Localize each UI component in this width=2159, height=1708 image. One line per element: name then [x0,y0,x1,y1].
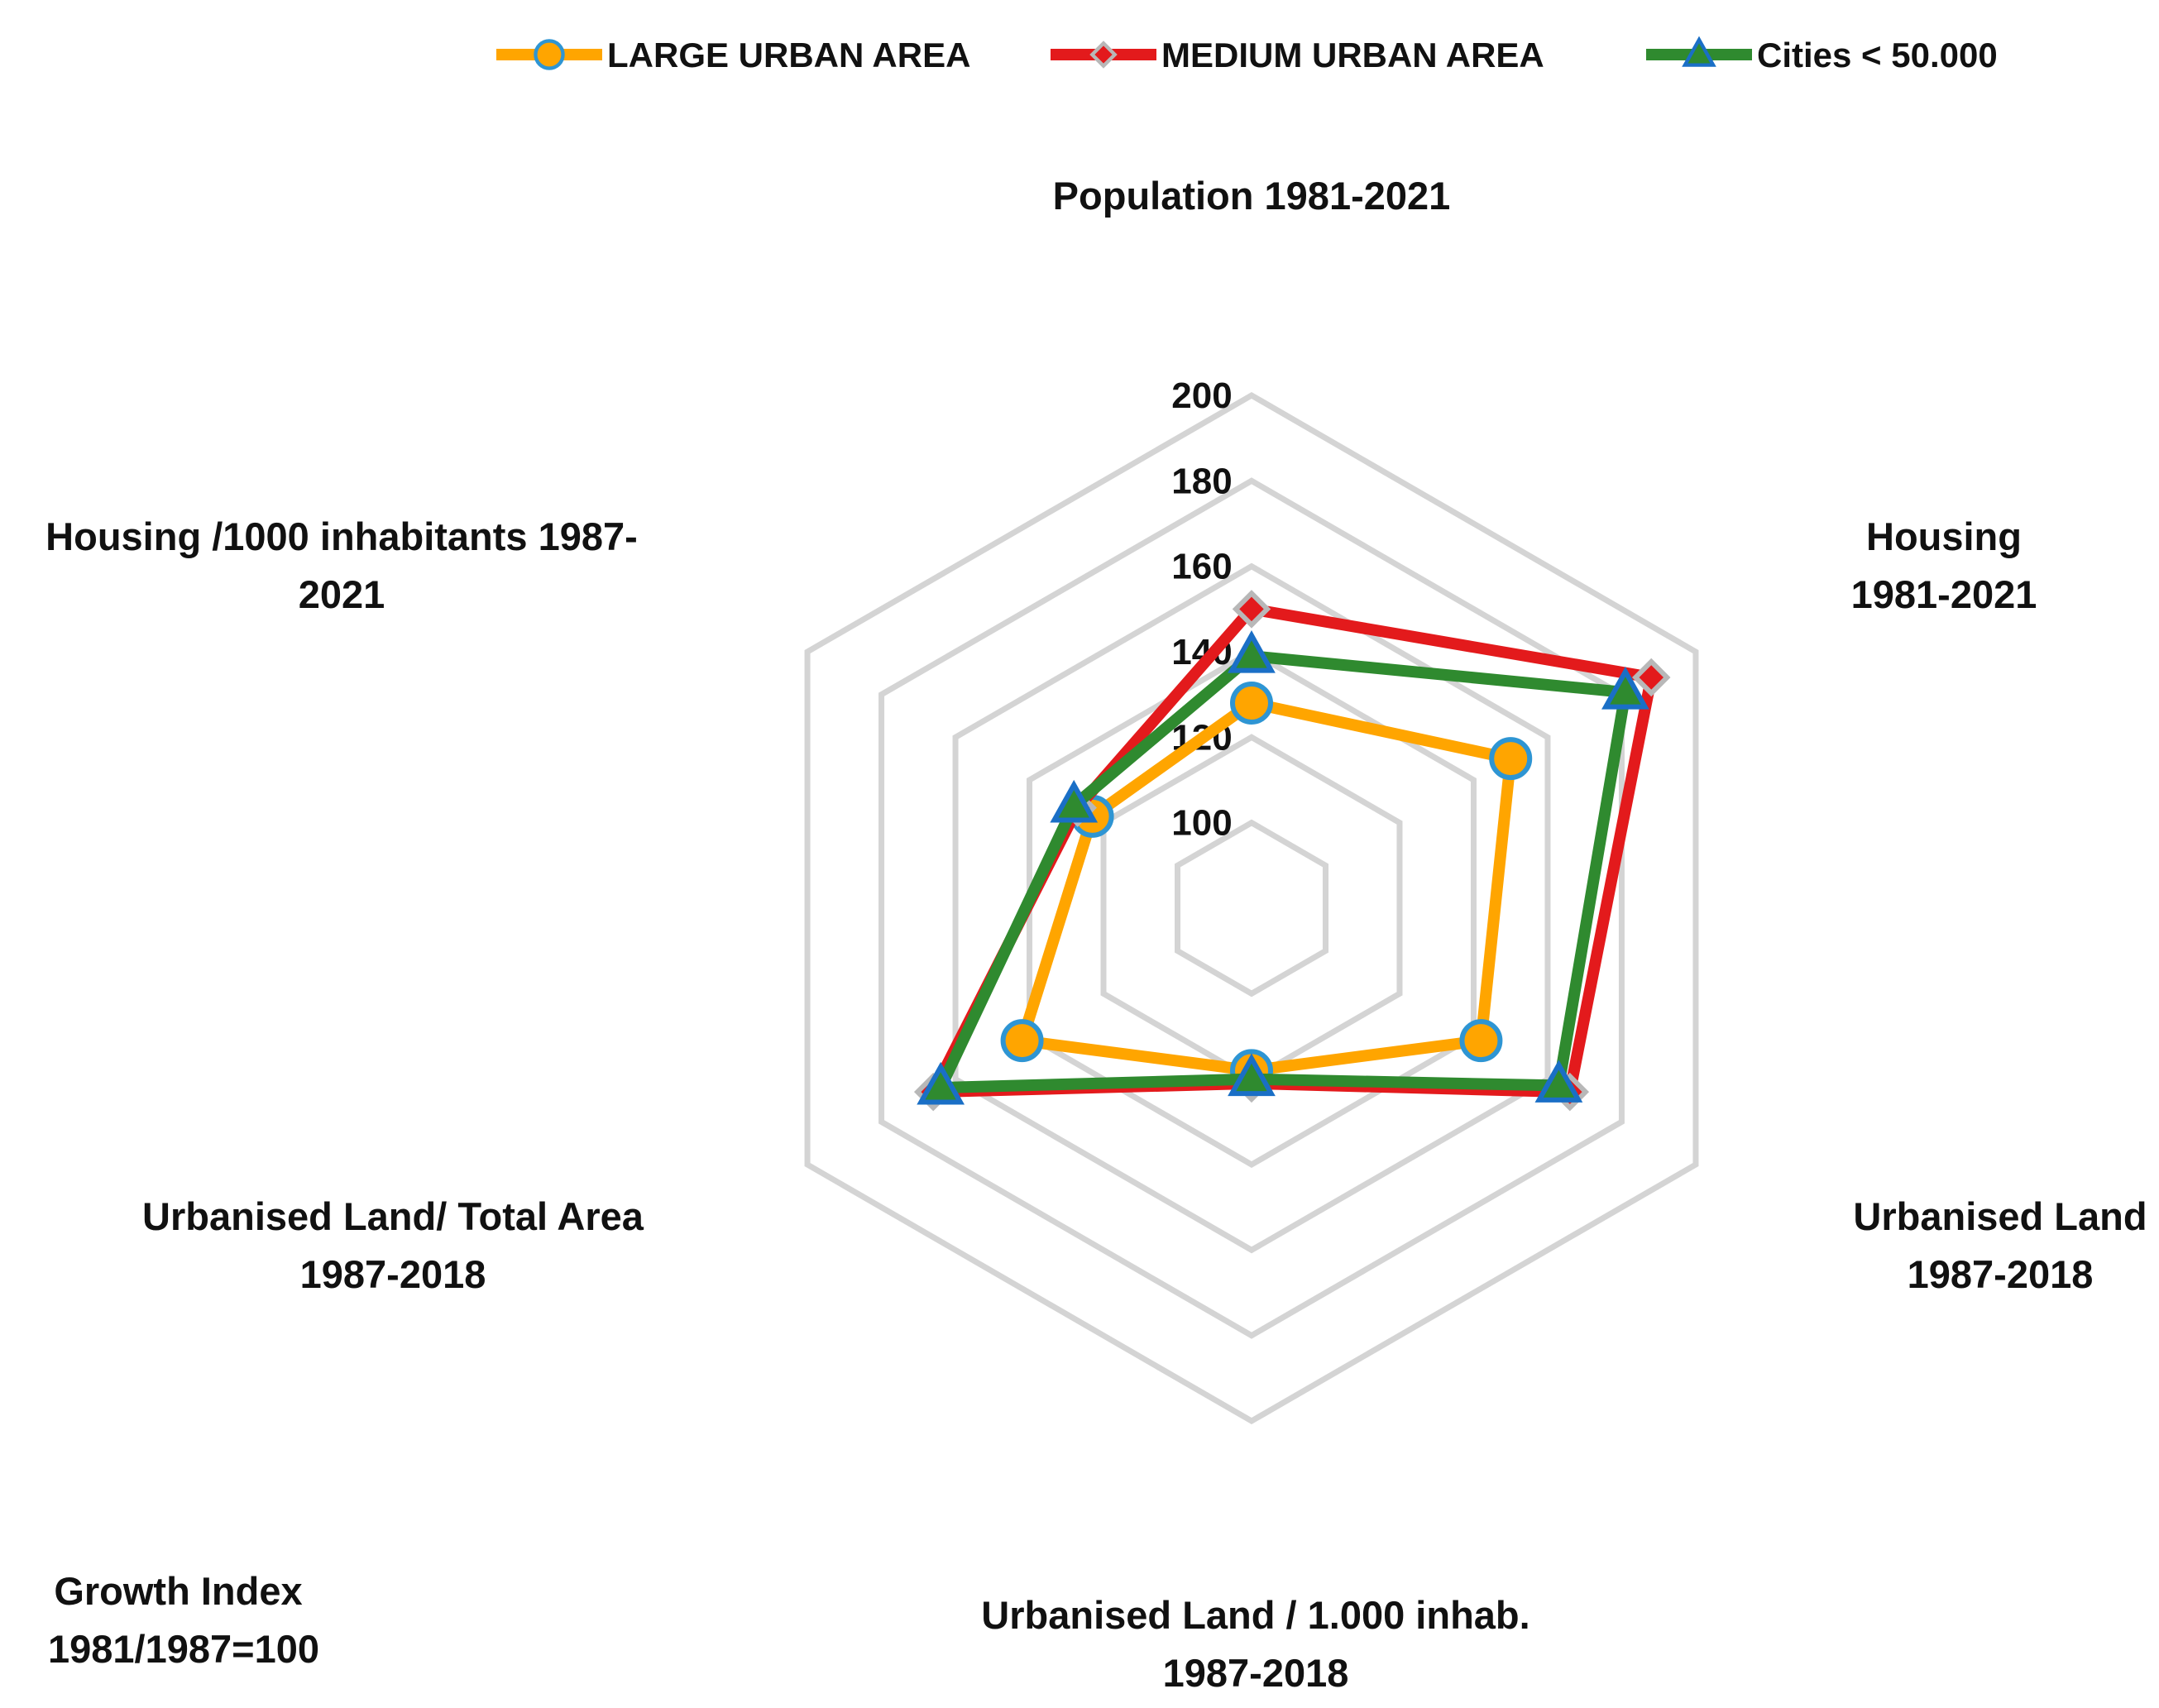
axis-label: Urbanised Land/ Total Area 1987-2018 [142,1194,644,1296]
data-point [1228,1053,1276,1097]
data-point [1601,666,1649,710]
tick-label: 160 [1171,547,1232,587]
axis-label-line: Urbanised Land/ Total Area [142,1194,644,1238]
legend-item: Cities < 50.000 [1646,36,1998,74]
note-line: 1981/1987=100 [48,1627,319,1671]
data-point [1230,682,1273,725]
data-series [913,590,1671,1112]
data-point [1459,1019,1503,1063]
axis-label-line: 1987-2018 [1908,1252,2094,1296]
axis-labels: Population 1981-2021 Housing 1981-2021 Urba… [45,174,2147,1695]
data-point [1534,1060,1583,1103]
axis-label-line: 1987-2018 [300,1252,486,1296]
axis-label: Urbanised Land 1987-2018 [1853,1194,2147,1296]
grid-ring [952,562,1551,1254]
axis-label: Housing /1000 inhabitants 1987- 2021 [45,514,638,616]
grid-ring [1027,648,1477,1169]
axis-label-line: 1987-2018 [1163,1651,1349,1695]
axis-label-line: Urbanised Land / 1.000 inhab. [981,1593,1529,1637]
data-point [1050,779,1099,823]
growth-index-note: Growth Index 1981/1987=100 [48,1569,319,1671]
legend-item: LARGE URBAN AREA [496,36,970,74]
grid-ring [1175,819,1328,998]
data-point [534,39,565,70]
data-point [1631,658,1671,697]
grid-ring [1100,734,1403,1083]
axis-label-line: Urbanised Land [1853,1194,2147,1238]
data-point [1228,630,1276,673]
data-point [1000,1019,1044,1063]
data-point [1089,41,1118,69]
legend-label: MEDIUM URBAN AREA [1161,36,1544,74]
tick-label: 200 [1171,376,1232,416]
data-point [917,1061,965,1105]
data-point [1489,737,1533,781]
grid-ring [804,391,1699,1425]
axis-label: Housing 1981-2021 [1851,514,2037,616]
series-2 [917,630,1649,1105]
axis-label: Urbanised Land / 1.000 inhab. 1987-2018 [981,1593,1529,1695]
axis-label-line: 2021 [299,572,385,616]
axis-label-line: 1981-2021 [1851,572,2037,616]
data-point [1232,590,1271,629]
legend-label: Cities < 50.000 [1757,36,1998,74]
legend-item: MEDIUM URBAN AREA [1051,36,1544,74]
axis-label-line: Population 1981-2021 [1053,174,1451,218]
legend: LARGE URBAN AREA MEDIUM URBAN AREA Cities … [496,36,1998,74]
tick-label: 100 [1171,803,1232,844]
axis-label-line: Housing [1866,514,2022,558]
legend-label: LARGE URBAN AREA [607,36,970,74]
axis-label-line: Housing /1000 inhabitants 1987- [45,514,638,558]
note-line: Growth Index [54,1569,302,1613]
axis-label: Population 1981-2021 [1053,174,1451,218]
data-point [1682,36,1716,67]
radar-grid [804,391,1699,1425]
tick-label: 180 [1171,461,1232,501]
